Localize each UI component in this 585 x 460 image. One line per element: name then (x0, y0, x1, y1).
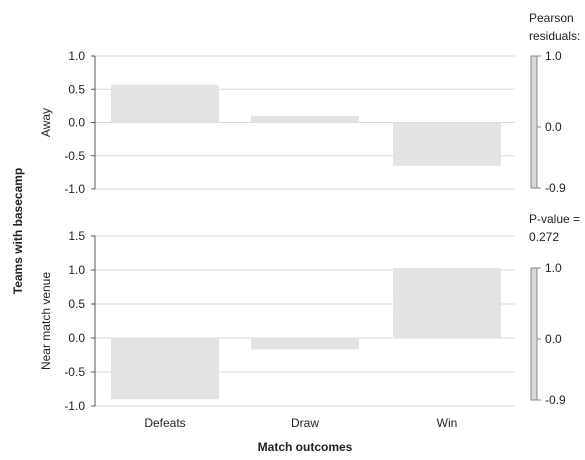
y-tick-label: 0.5 (68, 82, 85, 96)
legend-color-bar (530, 55, 538, 189)
y-tick-label: 1.0 (68, 263, 85, 277)
x-axis-title: Match outcomes (258, 440, 353, 454)
x-tick-label: Win (437, 416, 458, 430)
bar-win (393, 122, 501, 166)
y-tick-label: 0.5 (68, 297, 85, 311)
legend-tick-label: 0.0 (545, 332, 562, 346)
bar-draw (251, 338, 359, 350)
p-value-label: P-value = (529, 212, 580, 226)
y-tick-label: -0.5 (64, 365, 85, 379)
x-tick-label: Defeats (144, 416, 185, 430)
x-tick-label: Draw (291, 416, 319, 430)
bar-defeats (111, 338, 219, 400)
bar-draw (251, 115, 359, 123)
y-tick-label: 1.0 (68, 49, 85, 63)
legend-title: Pearson (529, 11, 574, 25)
y-axis-title: Teams with basecamp (11, 168, 25, 295)
y-tick-label: -0.5 (64, 149, 85, 163)
legend-tick-label: -0.9 (545, 181, 566, 195)
bar-win (393, 267, 501, 338)
y-tick-label: -1.0 (64, 182, 85, 196)
y-tick-label: 1.5 (68, 229, 85, 243)
legend-tick-label: 1.0 (545, 261, 562, 275)
panel-y-label: Near match venue (39, 272, 53, 370)
bar-defeats (111, 84, 219, 123)
legend-title: residuals: (529, 29, 580, 43)
y-tick-label: 0.0 (68, 331, 85, 345)
p-value-value: 0.272 (529, 230, 559, 244)
legend-tick-label: 0.0 (545, 120, 562, 134)
legend-tick-label: 1.0 (545, 49, 562, 63)
legend-tick-label: -0.9 (545, 393, 566, 407)
y-tick-label: 0.0 (68, 116, 85, 130)
y-tick-label: -1.0 (64, 399, 85, 413)
legend-color-bar (530, 267, 538, 401)
panel-y-label: Away (39, 108, 53, 137)
